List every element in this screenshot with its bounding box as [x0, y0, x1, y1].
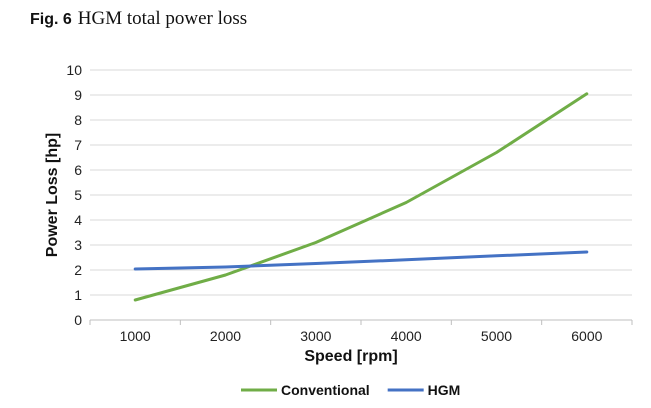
- axis-labels: Speed [rpm] Power Loss [hp] 0 1 2 3 4 5 6 7 8 9 10…: [44, 62, 603, 365]
- y-tick-label: 7: [74, 137, 82, 153]
- y-tick-label: 3: [74, 237, 82, 253]
- x-tick-label: 4000: [391, 328, 422, 344]
- x-tick-label: 2000: [210, 328, 241, 344]
- y-tick-label: 6: [74, 162, 82, 178]
- gridlines: [90, 69, 632, 296]
- figure-label: Fig. 6: [30, 11, 72, 28]
- legend-label-conventional: Conventional: [281, 382, 370, 398]
- y-tick-label: 2: [74, 262, 82, 278]
- figure-title: HGM total power loss: [77, 8, 248, 29]
- y-tick-label: 9: [74, 87, 82, 103]
- y-tick-label: 8: [74, 112, 82, 128]
- y-tick-label: 10: [66, 62, 82, 78]
- y-tick-label: 4: [74, 212, 82, 228]
- y-tick-label: 0: [74, 312, 82, 328]
- axes: [89, 319, 633, 325]
- legend-label-hgm: HGM: [428, 382, 461, 398]
- y-tick-label: 1: [74, 287, 82, 303]
- y-tick-label: 5: [74, 187, 82, 203]
- legend: Conventional HGM: [241, 382, 460, 398]
- figure-caption: Fig. 6 HGM total power loss: [30, 8, 247, 30]
- series-line-hgm: [133, 250, 589, 271]
- series-line-conventional: [133, 92, 589, 302]
- x-tick-label: 1000: [120, 328, 151, 344]
- y-axis-title: Power Loss [hp]: [44, 133, 61, 257]
- x-tick-label: 6000: [571, 328, 602, 344]
- series-lines: [133, 92, 589, 302]
- x-tick-label: 3000: [300, 328, 331, 344]
- x-axis-title: Speed [rpm]: [304, 348, 397, 365]
- x-tick-label: 5000: [481, 328, 512, 344]
